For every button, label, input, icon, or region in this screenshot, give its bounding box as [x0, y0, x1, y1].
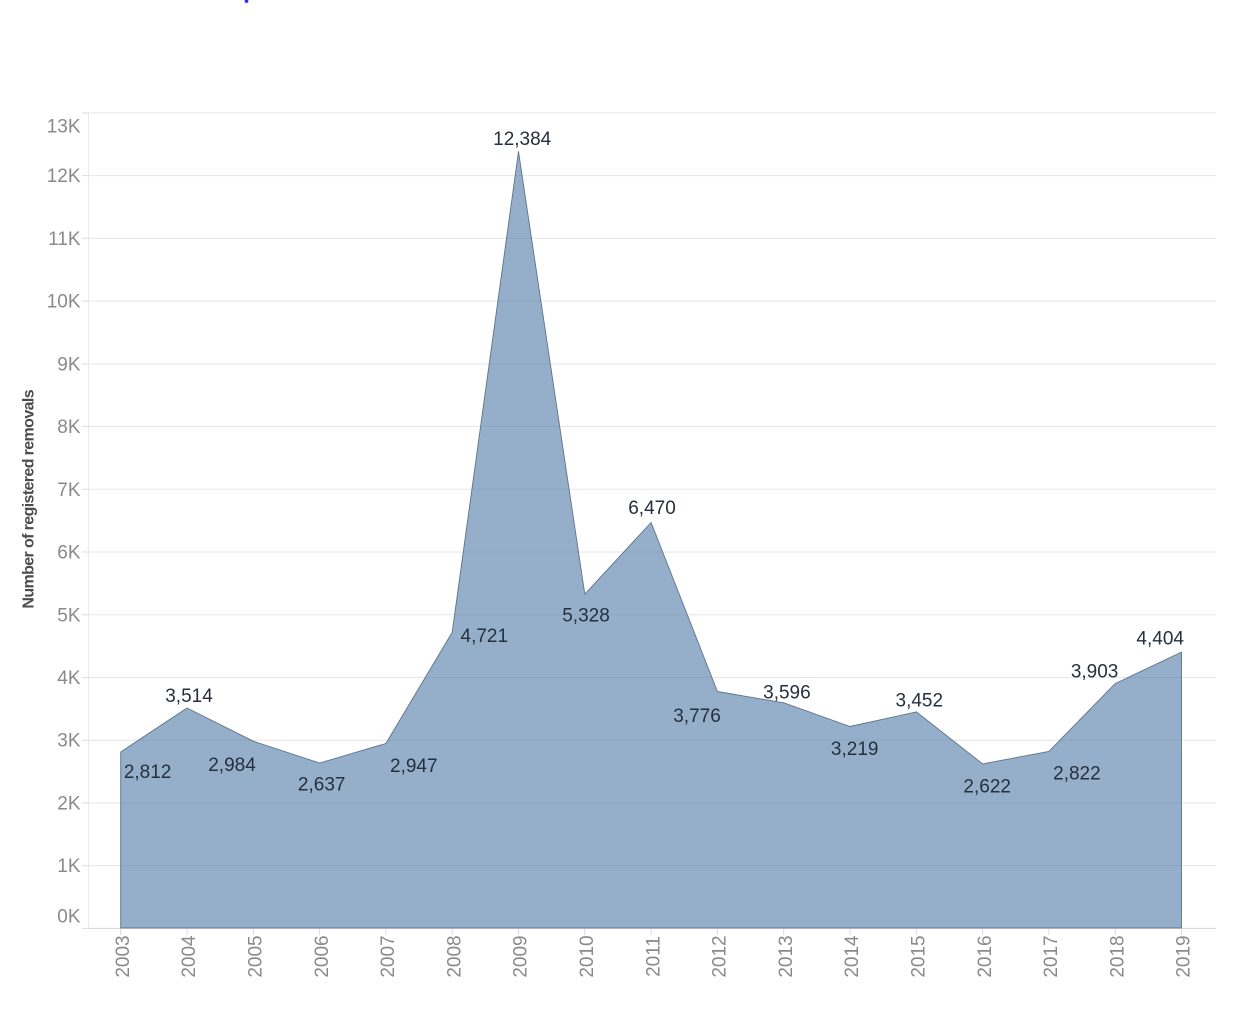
svg-text:2008: 2008 — [444, 935, 465, 977]
svg-text:6K: 6K — [57, 543, 81, 564]
svg-text:8K: 8K — [57, 417, 81, 438]
svg-text:0K: 0K — [57, 906, 81, 927]
svg-text:2,947: 2,947 — [390, 756, 438, 777]
svg-text:2004: 2004 — [179, 935, 200, 978]
svg-text:2015: 2015 — [908, 935, 929, 977]
svg-text:1K: 1K — [57, 856, 81, 877]
svg-text:13K: 13K — [47, 116, 81, 137]
svg-text:2016: 2016 — [975, 935, 996, 977]
svg-text:2009: 2009 — [511, 935, 532, 977]
svg-text:2,637: 2,637 — [298, 775, 346, 796]
svg-text:3,219: 3,219 — [831, 739, 879, 760]
svg-text:2,984: 2,984 — [208, 755, 256, 776]
svg-text:3,514: 3,514 — [165, 686, 213, 707]
svg-text:12,384: 12,384 — [493, 129, 552, 150]
svg-text:3K: 3K — [57, 731, 81, 752]
svg-text:2017: 2017 — [1041, 935, 1062, 977]
svg-text:2010: 2010 — [577, 935, 598, 977]
svg-text:2013: 2013 — [776, 935, 797, 977]
svg-text:2014: 2014 — [842, 935, 863, 978]
svg-text:2007: 2007 — [378, 935, 399, 977]
svg-text:4,404: 4,404 — [1136, 629, 1184, 650]
svg-text:2003: 2003 — [113, 935, 134, 977]
svg-text:4K: 4K — [57, 668, 81, 689]
svg-text:2012: 2012 — [710, 935, 731, 977]
svg-text:10K: 10K — [47, 292, 81, 313]
svg-text:7K: 7K — [57, 480, 81, 501]
svg-text:2K: 2K — [57, 793, 81, 814]
svg-text:4,721: 4,721 — [461, 626, 509, 647]
svg-text:2006: 2006 — [312, 935, 333, 977]
svg-text:6,470: 6,470 — [628, 498, 676, 519]
svg-text:2,822: 2,822 — [1053, 763, 1101, 784]
svg-text:2,622: 2,622 — [963, 776, 1011, 797]
svg-text:3,452: 3,452 — [896, 691, 944, 712]
svg-text:2011: 2011 — [643, 936, 664, 977]
svg-text:3,596: 3,596 — [763, 683, 811, 704]
svg-text:12K: 12K — [47, 166, 81, 187]
svg-text:2,812: 2,812 — [124, 762, 172, 783]
svg-text:9K: 9K — [57, 354, 81, 375]
svg-text:2005: 2005 — [245, 935, 266, 977]
svg-text:3,903: 3,903 — [1071, 662, 1119, 683]
svg-text:5,328: 5,328 — [562, 606, 610, 627]
svg-text:11K: 11K — [48, 229, 81, 250]
svg-text:Number of registered removals: Number of registered removals — [20, 389, 37, 608]
svg-text:3,776: 3,776 — [673, 706, 721, 727]
svg-text:2019: 2019 — [1174, 935, 1195, 977]
svg-text:5K: 5K — [57, 605, 81, 626]
svg-text:2018: 2018 — [1107, 935, 1128, 977]
